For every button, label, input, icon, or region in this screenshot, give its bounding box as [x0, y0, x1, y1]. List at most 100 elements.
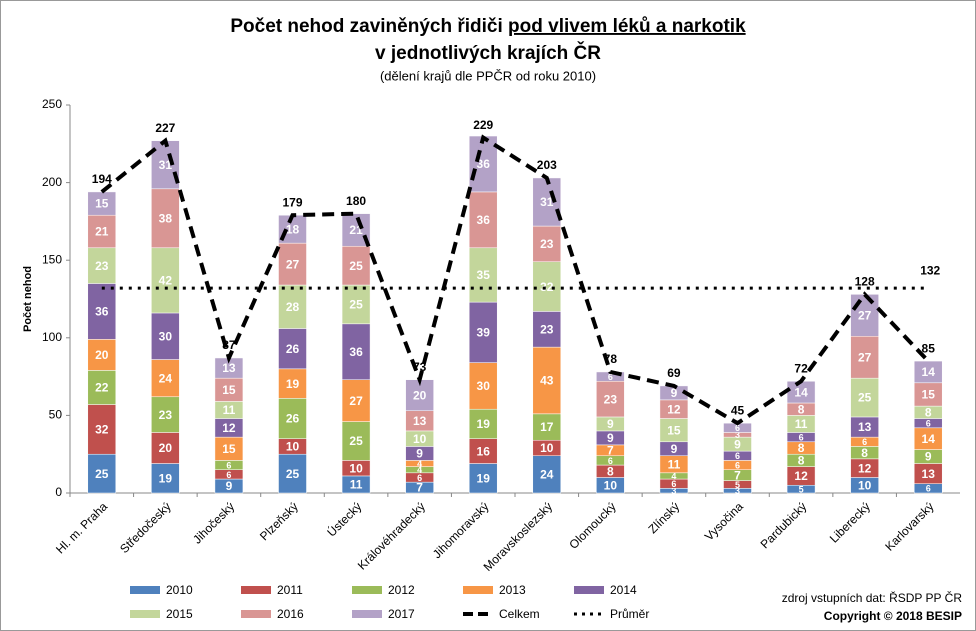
value-label: 13: [222, 361, 236, 375]
value-label: 12: [858, 461, 872, 475]
value-label: 32: [540, 280, 554, 294]
value-label: 6: [926, 419, 931, 429]
value-label: 25: [286, 467, 300, 481]
value-label: 15: [222, 442, 236, 456]
value-label: 3: [735, 430, 740, 440]
value-label: 11: [795, 417, 808, 431]
bar-segment: [278, 284, 307, 329]
bar-segment: [532, 346, 562, 415]
bar-segment: [87, 404, 117, 455]
value-label: 27: [349, 394, 363, 408]
bar-segment: [468, 438, 498, 464]
chart-subtitle: (dělení krajů dle PPČR od roku 2010): [380, 68, 596, 83]
bar-segment: [87, 339, 117, 371]
bar-segment: [278, 368, 307, 399]
value-label: 26: [286, 342, 300, 356]
value-label: 9: [607, 431, 614, 445]
value-label: 3: [671, 486, 676, 496]
bar-segment: [341, 421, 371, 461]
value-label: 9: [416, 447, 423, 461]
value-label: 25: [349, 298, 363, 312]
chart-title: Počet nehod zaviněných řidiči pod vlivem…: [230, 16, 746, 37]
bar-segment: [468, 301, 498, 363]
value-label: 20: [159, 441, 173, 455]
value-label: 20: [95, 348, 109, 362]
bar-segment: [278, 242, 307, 286]
value-label: 19: [159, 471, 173, 485]
value-label: 26: [286, 412, 300, 426]
total-label: 180: [346, 194, 366, 208]
legend-swatch: [574, 586, 604, 594]
value-label: 30: [159, 329, 173, 343]
value-label: 10: [540, 441, 554, 455]
total-label: 69: [667, 366, 681, 380]
legend-swatch: [241, 586, 271, 594]
total-label: 227: [155, 121, 175, 135]
chart-title: v jednotlivých krajích ČR: [375, 42, 601, 64]
value-label: 27: [286, 257, 300, 271]
source: zdroj vstupních dat: ŘSDP PP ČR: [782, 590, 963, 605]
legend-label: 2010: [166, 583, 193, 597]
value-label: 8: [798, 441, 805, 455]
bar-segment: [596, 381, 625, 418]
value-label: 25: [349, 434, 363, 448]
value-label: 31: [159, 158, 173, 172]
legend-label: Průměr: [610, 607, 649, 621]
value-label: 15: [95, 197, 109, 211]
total-label: 229: [473, 118, 493, 132]
value-label: 9: [607, 417, 614, 431]
bar-segment: [532, 225, 562, 263]
bar-segment: [468, 247, 498, 303]
value-label: 4: [671, 471, 676, 481]
value-label: 14: [922, 432, 936, 446]
total-label: 179: [282, 195, 302, 209]
y-tick-label: 0: [55, 485, 62, 499]
value-label: 6: [226, 470, 231, 480]
value-label: 25: [858, 391, 872, 405]
legend-label: 2017: [388, 607, 415, 621]
value-label: 23: [604, 392, 618, 406]
value-label: 39: [477, 326, 491, 340]
value-label: 15: [667, 423, 681, 437]
value-label: 16: [477, 444, 491, 458]
legend-label: 2012: [388, 583, 415, 597]
value-label: 9: [925, 450, 932, 464]
bar-segment: [151, 432, 180, 464]
y-tick-label: 150: [42, 252, 62, 266]
value-label: 3: [735, 486, 740, 496]
value-label: 12: [222, 421, 236, 435]
value-label: 5: [735, 480, 740, 490]
bar-segment: [532, 261, 562, 312]
value-label: 6: [862, 437, 867, 447]
bar-segment: [151, 140, 180, 190]
value-label: 7: [734, 468, 741, 482]
value-label: 9: [734, 437, 741, 451]
value-label: 4: [417, 459, 422, 469]
value-label: 20: [413, 388, 427, 402]
value-label: 14: [922, 365, 936, 379]
bar-segment: [468, 408, 498, 439]
legend-label: Celkem: [499, 607, 540, 621]
value-label: 13: [922, 467, 936, 481]
value-label: 17: [540, 420, 554, 434]
bar-segment: [913, 360, 943, 384]
bar-segment: [341, 323, 371, 380]
value-label: 32: [95, 423, 109, 437]
title-part: pod vlivem léků a narkotik: [508, 16, 746, 37]
legend-label: 2016: [277, 607, 304, 621]
legend-label: 2014: [610, 583, 637, 597]
legend-label: 2015: [166, 607, 193, 621]
value-label: 15: [922, 388, 936, 402]
value-label: 13: [858, 420, 872, 434]
value-label: 24: [540, 468, 554, 482]
bar-segment: [278, 398, 307, 439]
value-label: 22: [95, 381, 109, 395]
bar-segment: [278, 328, 307, 370]
average-label: 132: [920, 263, 940, 277]
value-label: 6: [735, 460, 740, 470]
value-label: 42: [159, 274, 173, 288]
legend-swatch: [130, 610, 160, 618]
value-label: 7: [416, 481, 423, 495]
value-label: 23: [540, 237, 554, 251]
